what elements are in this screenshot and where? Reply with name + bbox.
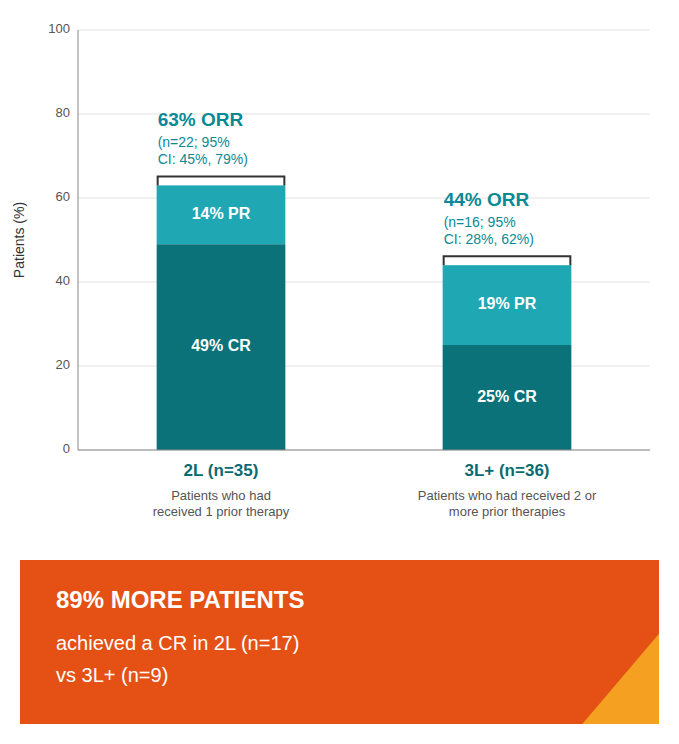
tick-label: 60 xyxy=(56,189,70,204)
orr-bracket xyxy=(158,176,285,185)
banner-line: achieved a CR in 2L (n=17) xyxy=(56,632,299,654)
banner-accent xyxy=(544,634,659,724)
bars xyxy=(157,185,572,450)
bar-segment xyxy=(443,265,572,345)
category-label: 2L (n=35) xyxy=(184,461,259,480)
tick-label: 40 xyxy=(56,273,70,288)
orr-bracket xyxy=(444,256,571,265)
annotation-detail: CI: 28%, 62%) xyxy=(444,231,534,247)
data-label: 49% CR xyxy=(191,337,251,354)
tick-label: 20 xyxy=(56,357,70,372)
annotation-detail: (n=22; 95% xyxy=(158,134,230,150)
category-note-line: received 1 prior therapy xyxy=(153,504,290,519)
data-label: 19% PR xyxy=(478,295,537,312)
page: {"chart_data": { "type": "bar", "stacked… xyxy=(0,0,679,744)
tick-label: 100 xyxy=(48,21,70,36)
grid xyxy=(78,30,650,450)
chart: 0 20 40 60 80 100 Patients (%) 49% CR 14% PR 25% … xyxy=(0,0,679,744)
grid-line xyxy=(78,450,650,451)
y-axis-label: Patients (%) xyxy=(11,202,27,278)
annotation-label: 44% ORR xyxy=(444,189,530,210)
banner: 89% MORE PATIENTS achieved a CR in 2L (n=… xyxy=(20,560,659,724)
data-label: 25% CR xyxy=(477,388,537,405)
category-note: Patients who hadreceived 1 prior therapy xyxy=(153,488,290,519)
banner-line: vs 3L+ (n=9) xyxy=(56,664,168,686)
category-label: 3L+ (n=36) xyxy=(464,461,549,480)
tick-label: 80 xyxy=(56,105,70,120)
banner-background xyxy=(20,560,659,724)
annotation-detail: (n=16; 95% xyxy=(444,214,516,230)
x-axis-line xyxy=(78,450,650,451)
category-note-line: Patients who had received 2 or xyxy=(418,488,597,503)
category-note: Patients who had received 2 ormore prior… xyxy=(418,488,597,519)
category-note-line: more prior therapies xyxy=(449,504,566,519)
bar-segment xyxy=(157,185,286,244)
annotation-label: 63% ORR xyxy=(158,109,244,130)
bar-segment xyxy=(157,244,286,450)
y-axis-line xyxy=(78,30,79,450)
tick-label: 0 xyxy=(63,441,70,456)
banner-title: 89% MORE PATIENTS xyxy=(56,586,304,613)
annotation-detail: CI: 45%, 79%) xyxy=(158,151,248,167)
bar-segment xyxy=(443,345,572,450)
grid-line xyxy=(78,30,650,31)
category-note-line: Patients who had xyxy=(171,488,271,503)
data-label: 14% PR xyxy=(192,205,251,222)
